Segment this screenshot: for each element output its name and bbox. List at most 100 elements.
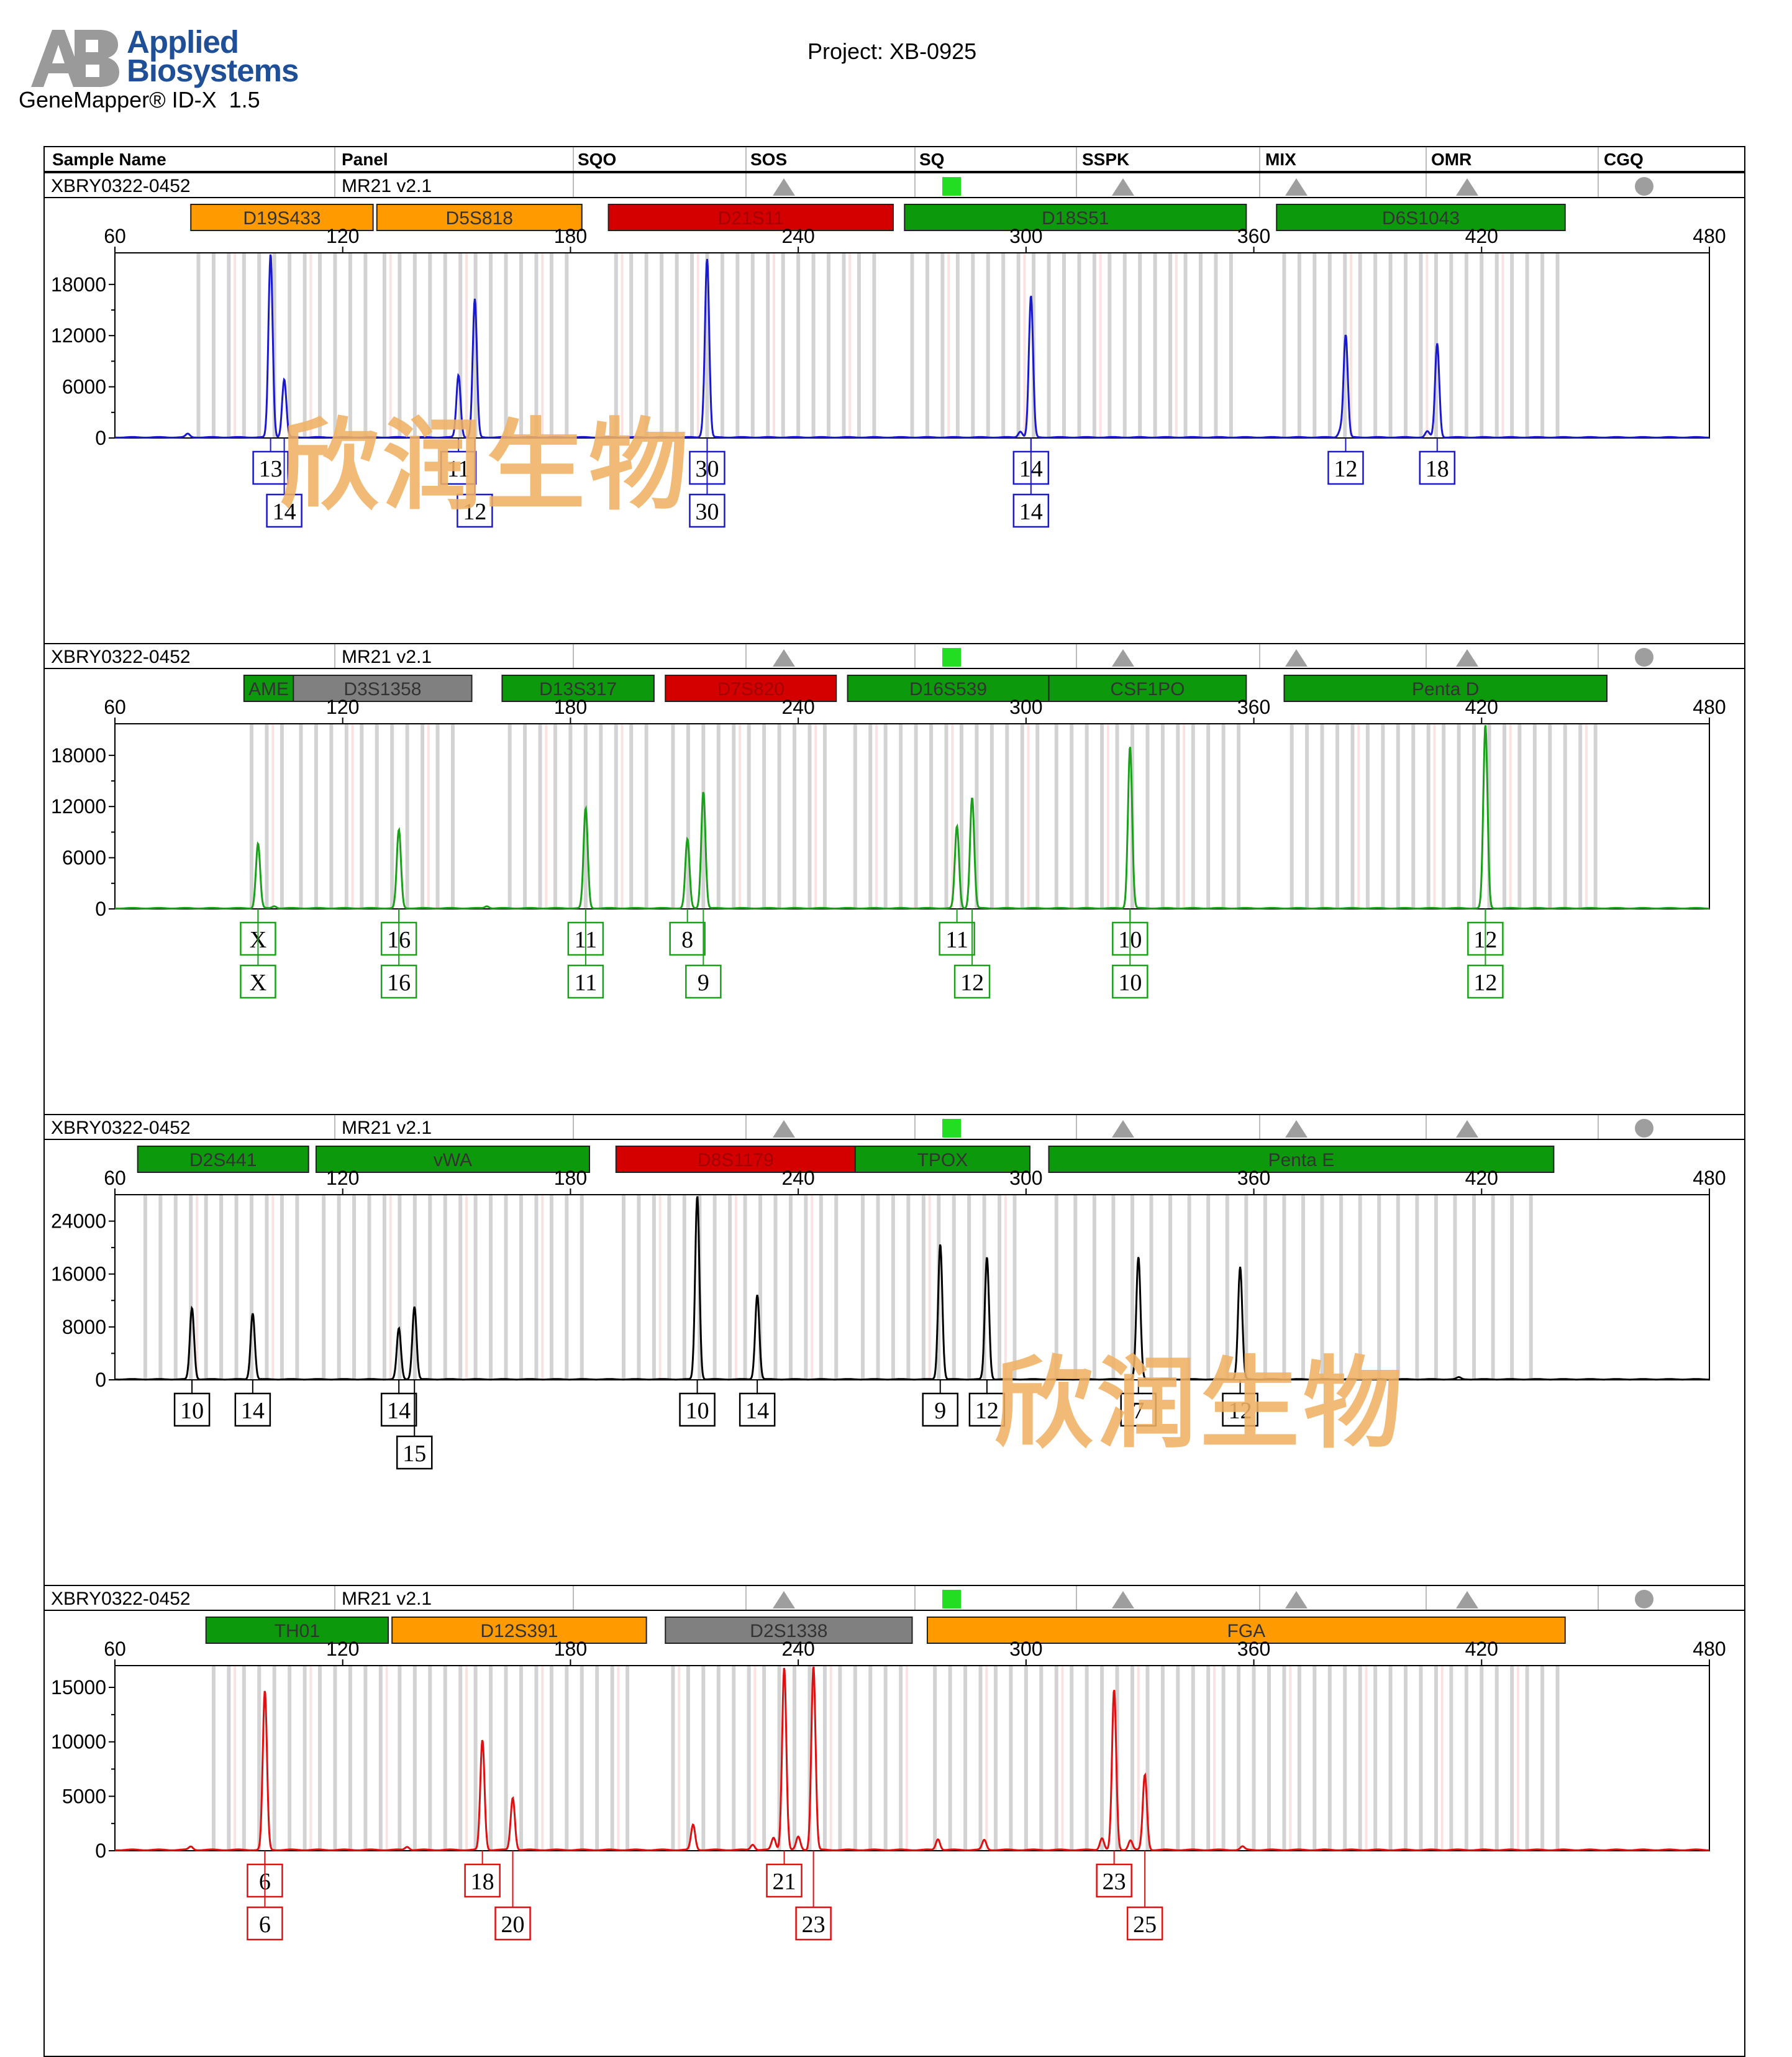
allele-call[interactable]: 11 bbox=[939, 909, 975, 956]
column-divider bbox=[1076, 1115, 1077, 1139]
allele-call[interactable]: 11 bbox=[440, 438, 477, 485]
marker-d6s1043[interactable]: D6S1043 bbox=[1276, 204, 1566, 231]
allele-bin bbox=[1092, 1195, 1096, 1380]
sample-info-row[interactable]: XBRY0322-0452 MR21 v2.1 bbox=[45, 1115, 1744, 1140]
allele-call[interactable]: 11 bbox=[567, 909, 604, 999]
marker-penta-e[interactable]: Penta E bbox=[1048, 1146, 1555, 1173]
allele-bin bbox=[868, 1666, 873, 1851]
allele-bin bbox=[781, 253, 785, 438]
allele-call[interactable]: X bbox=[240, 909, 276, 999]
sample-info-row[interactable]: XBRY0322-0452 MR21 v2.1 bbox=[45, 644, 1744, 669]
allele-call[interactable]: 23 bbox=[795, 1851, 832, 1941]
allele-bin bbox=[975, 724, 979, 909]
marker-label: FGA bbox=[1227, 1621, 1266, 1641]
allele-call[interactable]: 12 bbox=[953, 909, 991, 999]
marker-d2s441[interactable]: D2S441 bbox=[137, 1146, 309, 1173]
allele-label: 12 bbox=[960, 970, 984, 996]
allele-bin bbox=[766, 253, 770, 438]
column-divider bbox=[334, 173, 335, 197]
x-tick-label: 360 bbox=[1237, 1638, 1270, 1660]
allele-bin bbox=[1396, 1195, 1400, 1380]
virtual-bin bbox=[1501, 253, 1504, 438]
allele-bin bbox=[519, 1195, 523, 1380]
allele-bin bbox=[1024, 1666, 1028, 1851]
allele-call[interactable]: 12 bbox=[968, 1380, 1006, 1427]
marker-d13s317[interactable]: D13S317 bbox=[501, 675, 655, 702]
column-divider bbox=[334, 644, 335, 668]
allele-call[interactable]: 9 bbox=[922, 1380, 958, 1427]
marker-th01[interactable]: TH01 bbox=[205, 1617, 389, 1644]
allele-call[interactable]: 7 bbox=[1120, 1380, 1157, 1427]
allele-bin bbox=[1160, 1666, 1165, 1851]
x-tick-label: 240 bbox=[781, 696, 814, 718]
allele-bin bbox=[675, 253, 679, 438]
allele-call[interactable]: 14 bbox=[266, 438, 302, 528]
allele-call[interactable]: 16 bbox=[380, 909, 417, 999]
quality-flag-sq-square-icon bbox=[942, 648, 961, 667]
marker-penta-d[interactable]: Penta D bbox=[1283, 675, 1608, 702]
marker-d5s818[interactable]: D5S818 bbox=[376, 204, 583, 231]
marker-d18s51[interactable]: D18S51 bbox=[904, 204, 1247, 231]
marker-fga[interactable]: FGA bbox=[926, 1617, 1566, 1644]
allele-call[interactable]: 14 bbox=[234, 1380, 271, 1427]
allele-call[interactable]: 13 bbox=[252, 438, 289, 485]
allele-call[interactable]: 21 bbox=[766, 1851, 803, 1898]
marker-d16s539[interactable]: D16S539 bbox=[847, 675, 1050, 702]
sample-name: XBRY0322-0452 bbox=[51, 1589, 191, 1609]
x-tick-label: 300 bbox=[1009, 1638, 1042, 1660]
marker-d3s1358[interactable]: D3S1358 bbox=[293, 675, 473, 702]
allele-bin bbox=[173, 1195, 178, 1380]
allele-call[interactable]: 10 bbox=[173, 1380, 211, 1427]
marker-csf1po[interactable]: CSF1PO bbox=[1048, 675, 1247, 702]
allele-call[interactable]: 15 bbox=[396, 1380, 433, 1470]
allele-bin bbox=[758, 1195, 763, 1380]
allele-bin bbox=[929, 724, 934, 909]
allele-call[interactable]: 6 bbox=[247, 1851, 283, 1941]
allele-call[interactable]: 10 bbox=[1112, 909, 1148, 999]
allele-bin bbox=[1517, 724, 1522, 909]
marker-ame[interactable]: AME bbox=[243, 675, 294, 702]
allele-call[interactable]: 25 bbox=[1126, 1851, 1163, 1941]
marker-d2s1338[interactable]: D2S1338 bbox=[665, 1617, 913, 1644]
allele-label: 23 bbox=[1103, 1869, 1126, 1895]
x-tick-label: 420 bbox=[1465, 696, 1498, 718]
allele-call[interactable]: 30 bbox=[689, 438, 725, 528]
allele-label: 20 bbox=[501, 1912, 525, 1938]
allele-call[interactable]: 18 bbox=[1419, 438, 1456, 485]
allele-label: 14 bbox=[273, 499, 296, 525]
allele-call[interactable]: 12 bbox=[1222, 1380, 1258, 1427]
y-tick-label: 16000 bbox=[51, 1263, 106, 1285]
allele-call[interactable]: 18 bbox=[464, 1851, 501, 1898]
sample-info-row[interactable]: XBRY0322-0452 MR21 v2.1 bbox=[45, 173, 1744, 198]
allele-call[interactable]: 8 bbox=[669, 909, 706, 956]
marker-vwa[interactable]: vWA bbox=[315, 1146, 590, 1173]
marker-d21s11[interactable]: D21S11 bbox=[607, 204, 894, 231]
allele-call[interactable]: 14 bbox=[380, 1380, 417, 1427]
allele-label: 21 bbox=[773, 1869, 796, 1895]
allele-call[interactable]: 14 bbox=[739, 1380, 776, 1427]
sample-panel-black: XBRY0322-0452 MR21 v2.1 D2S441 vWA D8S1179 TP… bbox=[43, 1114, 1745, 1586]
allele-call[interactable]: 12 bbox=[1327, 438, 1364, 485]
marker-d8s1179[interactable]: D8S1179 bbox=[615, 1146, 856, 1173]
allele-bin bbox=[549, 1195, 553, 1380]
allele-call[interactable]: 12 bbox=[457, 438, 493, 528]
allele-bin bbox=[1073, 1195, 1078, 1380]
x-tick-label: 120 bbox=[326, 696, 359, 718]
allele-call[interactable]: 14 bbox=[1012, 438, 1050, 528]
marker-tpox[interactable]: TPOX bbox=[854, 1146, 1030, 1173]
marker-d7s820[interactable]: D7S820 bbox=[665, 675, 837, 702]
column-divider bbox=[745, 147, 747, 171]
allele-bin bbox=[1343, 1666, 1347, 1851]
allele-bin bbox=[489, 253, 493, 438]
allele-call[interactable]: 23 bbox=[1096, 1851, 1132, 1898]
allele-call[interactable]: 20 bbox=[494, 1851, 531, 1941]
virtual-bin bbox=[1137, 1666, 1140, 1851]
sample-info-row[interactable]: XBRY0322-0452 MR21 v2.1 bbox=[45, 1586, 1744, 1611]
allele-bin bbox=[986, 253, 990, 438]
allele-call[interactable]: 12 bbox=[1467, 909, 1504, 999]
marker-d19s433[interactable]: D19S433 bbox=[190, 204, 374, 231]
allele-bin bbox=[1415, 1195, 1419, 1380]
marker-d12s391[interactable]: D12S391 bbox=[391, 1617, 647, 1644]
allele-call[interactable]: 9 bbox=[685, 909, 722, 999]
allele-call[interactable]: 10 bbox=[679, 1380, 716, 1427]
